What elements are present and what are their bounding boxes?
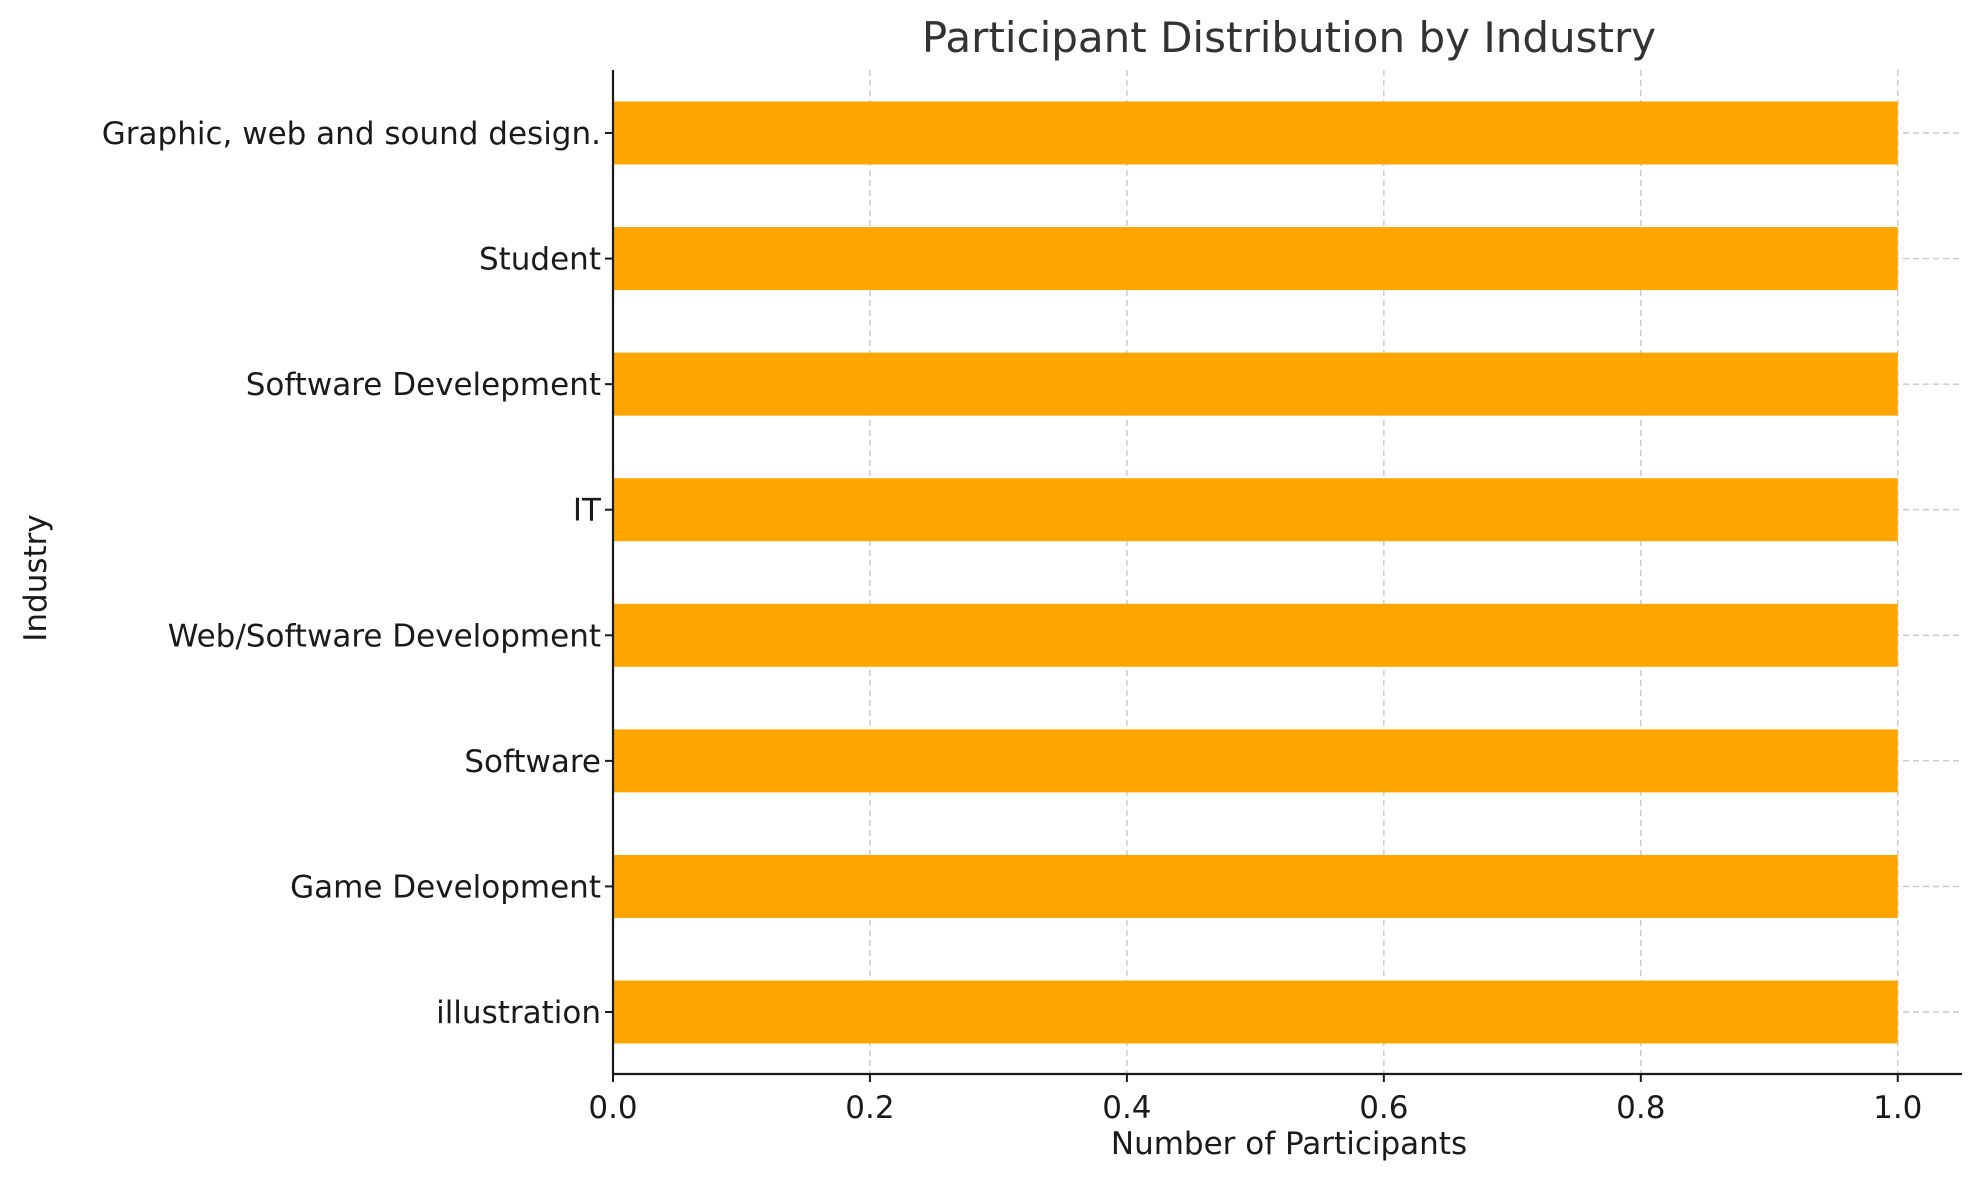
x-tick-label: 0.2 xyxy=(845,1090,894,1126)
x-tick-label: 0.4 xyxy=(1102,1090,1151,1126)
y-tick-label: Software xyxy=(464,744,601,780)
bar xyxy=(613,729,1898,793)
y-tick-label: Game Development xyxy=(290,869,601,905)
y-tick-label: Web/Software Development xyxy=(168,618,601,654)
bar xyxy=(613,854,1898,918)
bar xyxy=(613,603,1898,667)
y-tick-label: illustration xyxy=(436,995,601,1031)
y-tick-label: IT xyxy=(573,493,602,529)
y-tick-label: Software Develepment xyxy=(246,367,601,403)
chart-title: Participant Distribution by Industry xyxy=(922,13,1656,62)
x-axis-ticks: 0.0 0.2 0.4 0.6 0.8 1.0 xyxy=(588,1074,1922,1126)
y-axis-label: Industry xyxy=(18,514,54,642)
bar xyxy=(613,101,1898,165)
bar xyxy=(613,980,1898,1044)
bar xyxy=(613,478,1898,542)
x-tick-label: 1.0 xyxy=(1873,1090,1922,1126)
bars xyxy=(613,101,1898,1044)
x-tick-label: 0.8 xyxy=(1616,1090,1665,1126)
y-tick-label: Student xyxy=(479,242,601,278)
bar xyxy=(613,227,1898,291)
axes xyxy=(611,70,1962,1076)
x-axis-label: Number of Participants xyxy=(1111,1126,1467,1162)
grid-lines xyxy=(613,70,1962,1074)
bar xyxy=(613,352,1898,416)
x-tick-label: 0.6 xyxy=(1359,1090,1408,1126)
y-tick-label: Graphic, web and sound design. xyxy=(102,116,601,152)
y-axis-ticks: illustration Game Development Software Web/… xyxy=(102,116,613,1031)
x-tick-label: 0.0 xyxy=(588,1090,637,1126)
